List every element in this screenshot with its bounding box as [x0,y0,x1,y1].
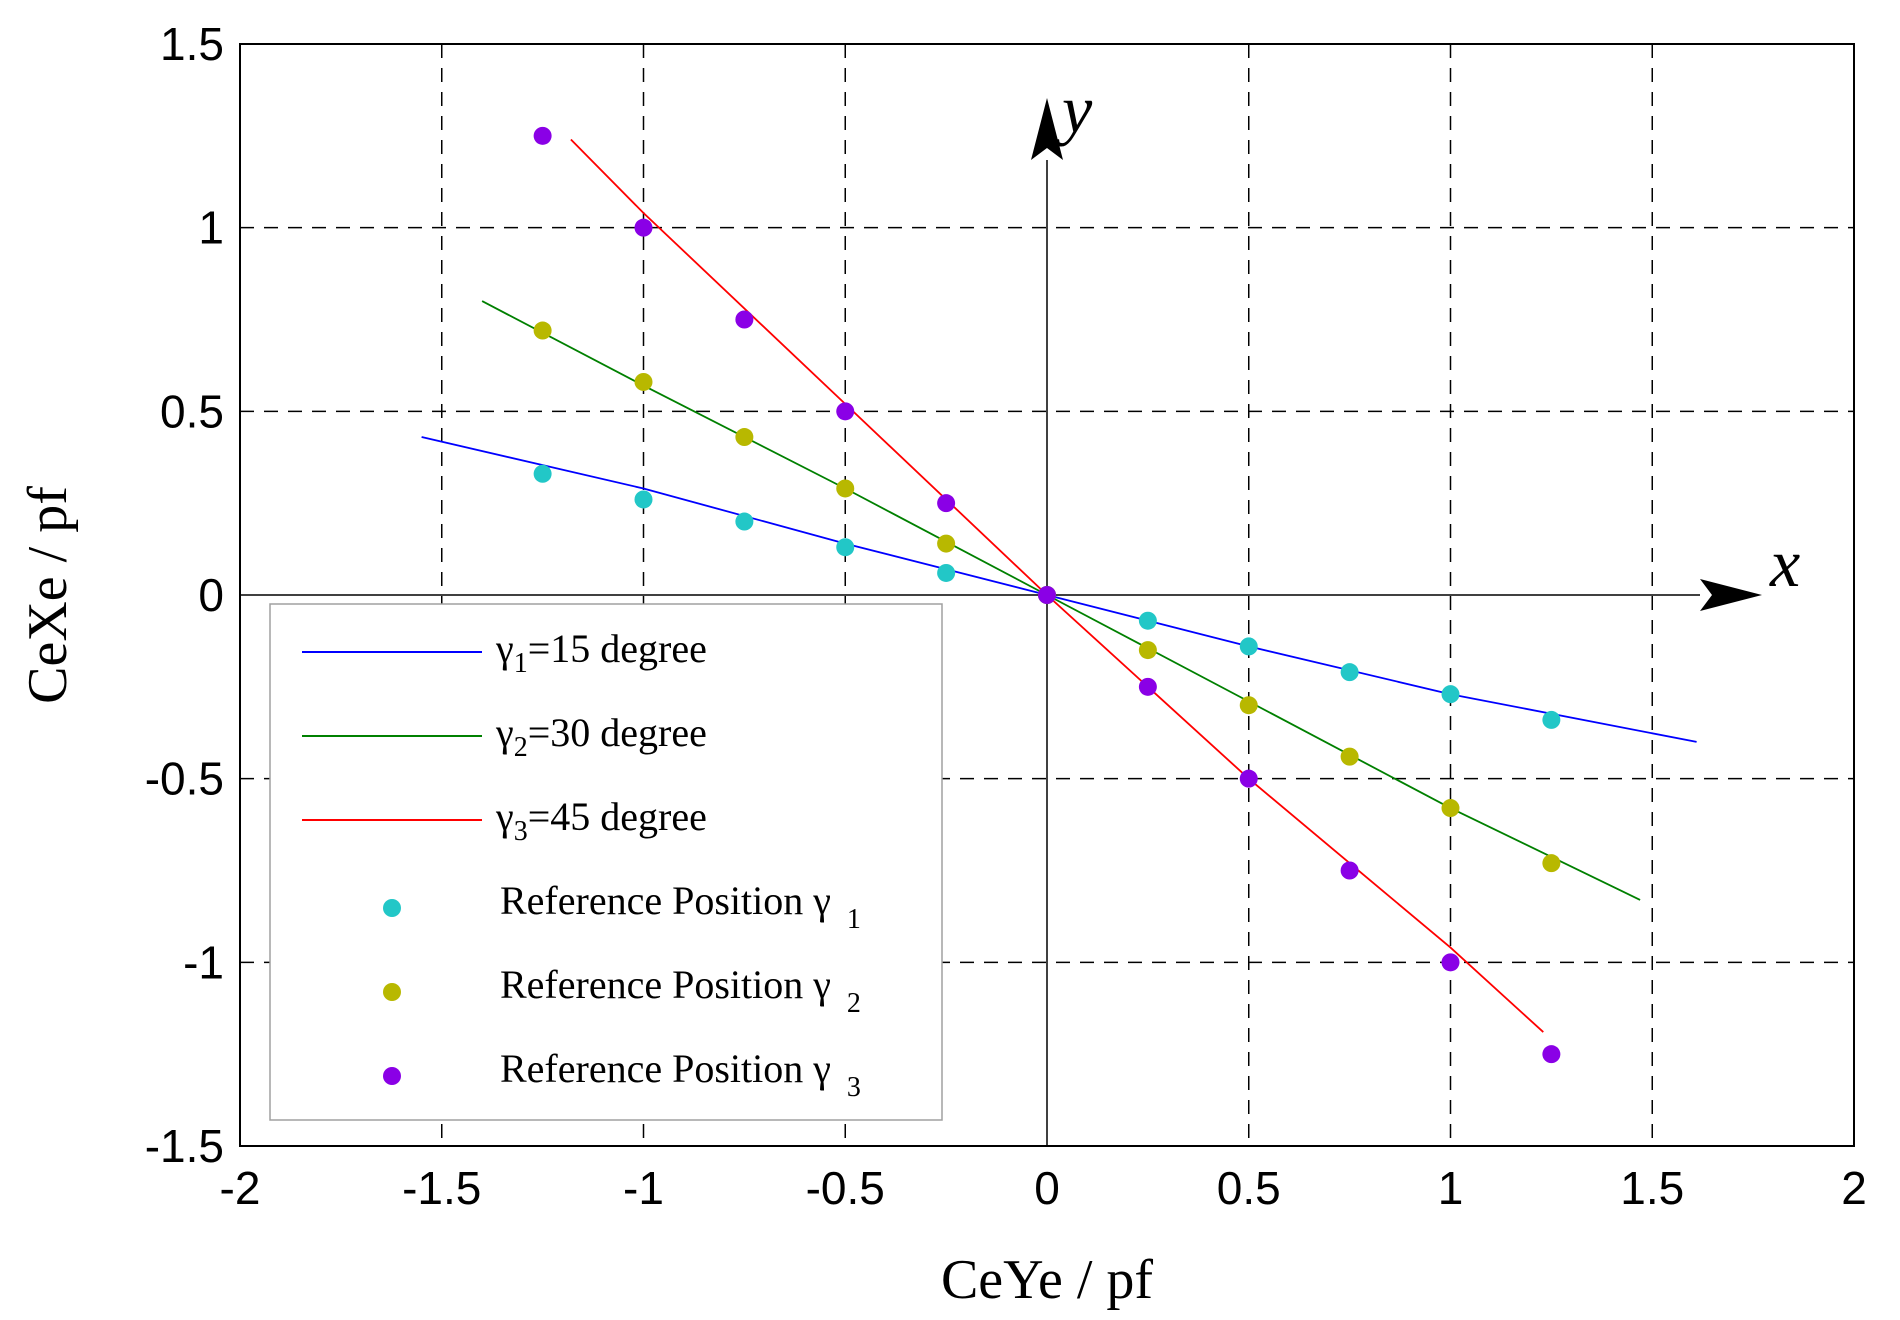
data-point [533,321,552,340]
data-point [1138,641,1157,660]
data-point [937,494,956,513]
data-point [1138,611,1157,630]
data-point [533,126,552,145]
data-point [735,428,754,447]
x-axis-title: CeYe / pf [941,1249,1153,1311]
data-point [1239,637,1258,656]
legend-label: γ3=45 degree [495,794,707,847]
data-point [533,464,552,483]
data-point [735,310,754,329]
y-tick-label: 0.5 [160,385,224,437]
data-point [836,402,855,421]
data-point [1239,769,1258,788]
data-point [735,512,754,531]
data-point [1340,663,1359,682]
data-point [1340,861,1359,880]
data-point [1542,1045,1561,1064]
x-tick-label: 1 [1438,1162,1464,1214]
x-tick-label: -0.5 [806,1162,885,1214]
legend-box [269,603,943,1121]
x-axis-letter: x [1769,525,1800,601]
data-point [1441,685,1460,704]
y-tick-label: -1.5 [145,1120,224,1172]
data-point [634,372,653,391]
y-tick-label: -1 [183,936,224,988]
y-tick-label: 1.5 [160,18,224,70]
data-point [937,534,956,553]
data-point [1239,696,1258,715]
data-point [1340,747,1359,766]
x-tick-label: -1.5 [402,1162,481,1214]
data-point [836,479,855,498]
data-point [1138,677,1157,696]
data-point [1542,854,1561,873]
y-axis-letter: y [1056,71,1093,147]
y-tick-label: -0.5 [145,753,224,805]
y-axis-title: CeXe / pf [17,486,79,704]
data-point [1441,953,1460,972]
y-tick-labels: 1.5 1 0.5 0 -0.5 -1 -1.5 [145,18,224,1172]
legend: γ1=15 degree γ2=30 degree γ3=45 degree Refe… [269,603,943,1121]
center-axes [240,98,1762,1146]
data-point [634,490,653,509]
y-tick-label: 1 [198,202,224,254]
y-axis-arrow [1031,98,1063,160]
x-tick-label: 0 [1034,1162,1060,1214]
legend-marker-swatch [383,983,401,1001]
legend-label: γ1=15 degree [495,626,707,679]
data-point [1038,586,1056,604]
data-point [836,538,855,557]
y-tick-label: 0 [198,569,224,621]
data-point [937,563,956,582]
data-point [634,218,653,237]
legend-marker-swatch [383,899,401,917]
data-point [1542,710,1561,729]
x-tick-label: 1.5 [1620,1162,1684,1214]
x-tick-label: 2 [1841,1162,1867,1214]
data-point [1441,799,1460,818]
legend-marker-swatch [383,1067,401,1085]
series-points [533,126,1561,1064]
x-tick-label: -2 [220,1162,261,1214]
x-axis-arrow [1700,579,1762,611]
legend-label: γ2=30 degree [495,710,707,763]
x-tick-label: -1 [623,1162,664,1214]
x-tick-labels: -2 -1.5 -1 -0.5 0 0.5 1 1.5 2 [220,1162,1867,1214]
x-tick-label: 0.5 [1217,1162,1281,1214]
